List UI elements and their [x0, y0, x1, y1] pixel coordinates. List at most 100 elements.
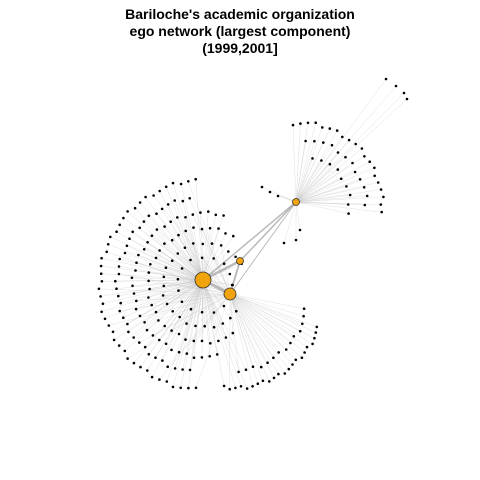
node: [192, 242, 195, 245]
node: [165, 380, 169, 383]
edge: [295, 169, 338, 203]
node: [142, 248, 146, 251]
node: [132, 336, 135, 339]
node: [358, 178, 362, 181]
edge: [134, 208, 204, 281]
edge: [202, 214, 217, 281]
node: [305, 345, 309, 349]
edge: [229, 293, 316, 333]
node: [194, 177, 197, 181]
node: [171, 385, 175, 389]
node: [222, 304, 226, 308]
node: [107, 324, 111, 327]
edge: [229, 293, 308, 348]
node: [143, 321, 146, 324]
edge: [98, 288, 231, 295]
node: [234, 386, 237, 390]
node: [188, 197, 191, 200]
node: [203, 324, 206, 328]
node: [302, 307, 306, 311]
node: [298, 228, 302, 232]
edge: [229, 293, 294, 337]
edge: [162, 279, 204, 361]
node: [382, 195, 385, 199]
edge: [295, 158, 313, 203]
node: [127, 330, 130, 334]
node: [147, 279, 150, 283]
edge: [295, 194, 351, 203]
node: [150, 234, 154, 237]
node: [138, 226, 141, 230]
edge: [295, 182, 379, 203]
node: [171, 181, 175, 185]
edge: [202, 279, 247, 370]
node: [115, 230, 118, 233]
node: [300, 356, 304, 360]
node: [245, 387, 249, 390]
edge: [295, 92, 405, 203]
node: [151, 334, 155, 337]
node: [134, 307, 138, 311]
node: [100, 280, 104, 283]
edge: [151, 235, 204, 281]
edge: [229, 293, 303, 358]
node: [363, 203, 367, 207]
node: [173, 199, 176, 202]
edge: [229, 293, 279, 353]
node: [177, 332, 181, 336]
edge: [229, 293, 313, 345]
node: [302, 314, 305, 318]
node: [142, 220, 146, 223]
node: [363, 155, 366, 158]
node: [100, 256, 103, 260]
node: [117, 272, 121, 276]
node: [157, 319, 160, 322]
edge: [295, 122, 316, 203]
edge: [292, 125, 297, 203]
node: [311, 157, 314, 160]
node: [189, 258, 192, 262]
edge: [202, 235, 234, 281]
edge: [127, 211, 204, 281]
edge: [165, 186, 204, 281]
edge: [295, 160, 322, 203]
node: [224, 336, 228, 339]
node: [251, 385, 254, 388]
node: [118, 257, 121, 261]
edge: [295, 201, 349, 214]
node: [187, 386, 190, 390]
edge: [101, 258, 204, 281]
node: [177, 233, 180, 237]
node: [162, 275, 166, 279]
node: [272, 356, 275, 360]
edge: [229, 293, 304, 317]
edge: [295, 85, 397, 203]
edge: [145, 279, 204, 348]
node: [144, 195, 147, 199]
edge: [144, 249, 204, 281]
edge: [148, 279, 204, 298]
title-line-3: (1999,2001]: [202, 40, 278, 56]
node: [272, 376, 276, 380]
node: [147, 271, 151, 274]
node: [362, 186, 366, 189]
node: [150, 303, 153, 307]
edge: [151, 279, 204, 378]
node: [139, 365, 142, 369]
edge: [229, 293, 275, 378]
edge: [295, 142, 324, 203]
edge: [181, 293, 231, 303]
edge: [295, 201, 349, 205]
node: [379, 203, 383, 206]
node: [155, 212, 158, 215]
edge: [295, 201, 301, 231]
node: [306, 121, 310, 125]
node: [163, 225, 166, 228]
node: [212, 311, 216, 314]
node: [345, 185, 348, 188]
node: [122, 216, 125, 220]
node: [176, 252, 180, 255]
edge: [148, 215, 204, 281]
edge: [295, 127, 323, 203]
node: [135, 261, 138, 265]
